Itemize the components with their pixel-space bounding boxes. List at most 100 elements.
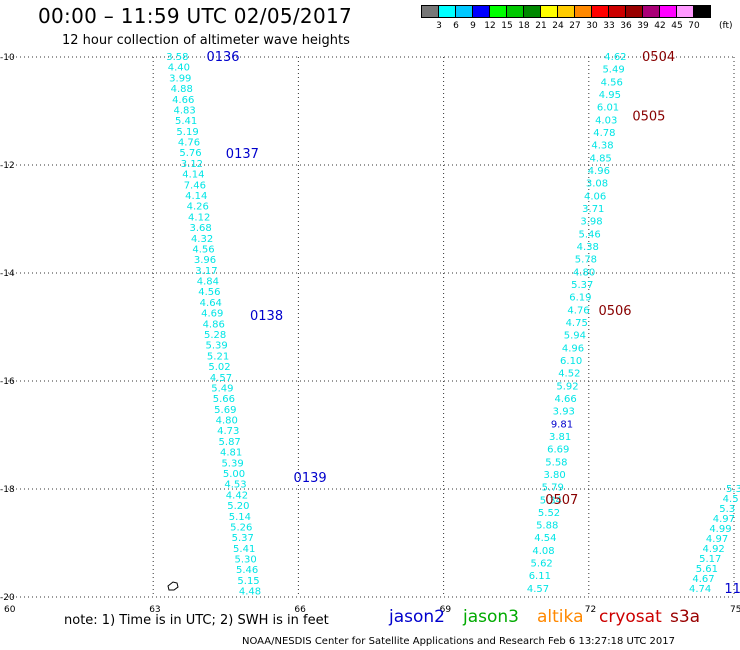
pass-time-label: 0137 [226, 147, 259, 162]
wave-height-value: 5.19 [176, 127, 198, 138]
wave-height-value: 3.58 [166, 52, 188, 63]
color-scale-bar [421, 5, 711, 18]
wave-height-value: 5.46 [578, 229, 600, 240]
wave-height-value: 6.19 [569, 293, 591, 304]
wave-height-value: 5.58 [545, 457, 567, 468]
wave-height-value: 4.84 [197, 277, 219, 288]
color-scale-tick-label: 33 [603, 21, 615, 31]
wave-height-value: 4.08 [532, 546, 554, 557]
wave-height-value: 5.49 [211, 383, 233, 394]
wave-height-value: 5.46 [236, 565, 258, 576]
wave-height-value: 4.57 [210, 373, 232, 384]
pass-time-label: 0507 [545, 493, 578, 508]
wave-height-value: 6.10 [560, 356, 582, 367]
wave-height-value: 4.85 [590, 153, 612, 164]
wave-height-value: 5.92 [556, 381, 578, 392]
wave-height-value: 7.46 [184, 180, 206, 191]
wave-height-value: 5.26 [230, 522, 252, 533]
wave-height-value: 5.02 [208, 362, 230, 373]
wave-height-value: 4.56 [198, 287, 220, 298]
wave-height-value: 3.08 [586, 179, 608, 190]
wave-height-value: 4.99 [709, 524, 731, 535]
color-scale-tick-label: 42 [654, 21, 666, 31]
lon-tick-label: 60 [4, 605, 16, 615]
color-scale-tick-label: 21 [535, 21, 547, 31]
wave-height-value: 9.81 [551, 419, 573, 430]
wave-height-value: 4.42 [226, 490, 248, 501]
wave-height-value: 4.81 [220, 448, 242, 459]
wave-height-value: 5.3 [726, 484, 740, 495]
wave-height-value: 4.64 [200, 298, 222, 309]
pass-time-label: 0139 [294, 471, 327, 486]
legend-item-cryosat: cryosat [599, 607, 662, 627]
lat-tick-label: -20 [0, 593, 15, 603]
lat-tick-label: -10 [0, 53, 15, 63]
wave-height-value: 4.38 [577, 242, 599, 253]
wave-height-value: 4.40 [168, 63, 190, 74]
pass-time-label: 0505 [632, 109, 665, 124]
wave-height-value: 4.97 [713, 514, 735, 525]
wave-height-value: 4.56 [192, 244, 214, 255]
wave-height-value: 6.69 [547, 445, 569, 456]
color-scale-tick-label: 39 [637, 21, 649, 31]
color-scale-tick-label: 9 [470, 21, 476, 31]
color-scale-tick-label: 27 [569, 21, 581, 31]
wave-height-value: 5.41 [175, 116, 197, 127]
color-scale-tick-label: 15 [501, 21, 513, 31]
wave-height-value: 3.80 [543, 470, 565, 481]
wave-height-value: 4.97 [706, 534, 728, 545]
wave-height-value: 5.41 [233, 544, 255, 555]
pass-time-label: 0136 [206, 50, 239, 65]
lon-tick-label: 66 [294, 605, 306, 615]
wave-height-value: 4.73 [217, 426, 239, 437]
map-title: 00:00 – 11:59 UTC 02/05/2017 [38, 4, 353, 28]
wave-height-value: 4.67 [692, 574, 714, 585]
wave-height-value: 5.78 [575, 255, 597, 266]
wave-height-value: 4.06 [584, 191, 606, 202]
wave-height-value: 3.93 [553, 407, 575, 418]
wave-height-value: 4.66 [555, 394, 577, 405]
wave-height-value: 5.49 [602, 65, 624, 76]
wave-height-value: 4.74 [689, 584, 711, 595]
color-scale-tick-label: 6 [453, 21, 459, 31]
pass-time-label: 0138 [250, 309, 283, 324]
color-scale-tick-label: 45 [671, 21, 683, 31]
wave-height-value: 4.26 [187, 202, 209, 213]
wave-height-value: 4.83 [174, 105, 196, 116]
color-scale-tick-label: 36 [620, 21, 632, 31]
color-scale-swatch [693, 5, 711, 18]
wave-height-value: 3.68 [189, 223, 211, 234]
color-scale-tick-label: 30 [586, 21, 598, 31]
wave-height-value: 4.86 [203, 319, 225, 330]
wave-height-value: 3.17 [195, 266, 217, 277]
wave-height-value: 4.62 [604, 52, 626, 63]
wave-height-value: 4.76 [178, 138, 200, 149]
wave-height-value: 4.95 [599, 90, 621, 101]
wave-height-value: 6.11 [529, 571, 551, 582]
island-outline [167, 581, 179, 591]
wave-height-value: 5.61 [696, 564, 718, 575]
wave-height-value: 5.39 [221, 458, 243, 469]
wave-height-value: 4.14 [185, 191, 207, 202]
wave-height-value: 4.52 [558, 369, 580, 380]
wave-height-value: 4.38 [591, 141, 613, 152]
wave-height-value: 5.37 [232, 533, 254, 544]
wave-height-value: 5.28 [204, 330, 226, 341]
wave-height-value: 5.15 [237, 576, 259, 587]
legend-item-jason2: jason2 [389, 607, 445, 627]
wave-height-value: 3.96 [194, 255, 216, 266]
wave-height-value: 5.21 [207, 351, 229, 362]
lat-tick-label: -18 [0, 485, 15, 495]
pass-time-label: 11 [724, 582, 740, 597]
color-scale-tick-label: 24 [552, 21, 564, 31]
wave-height-value: 4.56 [601, 77, 623, 88]
map-subtitle: 12 hour collection of altimeter wave hei… [62, 33, 350, 48]
wave-height-value: 4.66 [172, 95, 194, 106]
pass-time-label: 0506 [598, 304, 631, 319]
wave-height-value: 4.57 [527, 584, 549, 595]
wave-height-value: 4.53 [224, 480, 246, 491]
wave-height-value: 5.66 [213, 394, 235, 405]
lat-tick-label: -12 [0, 161, 15, 171]
wave-height-value: 4.03 [595, 115, 617, 126]
